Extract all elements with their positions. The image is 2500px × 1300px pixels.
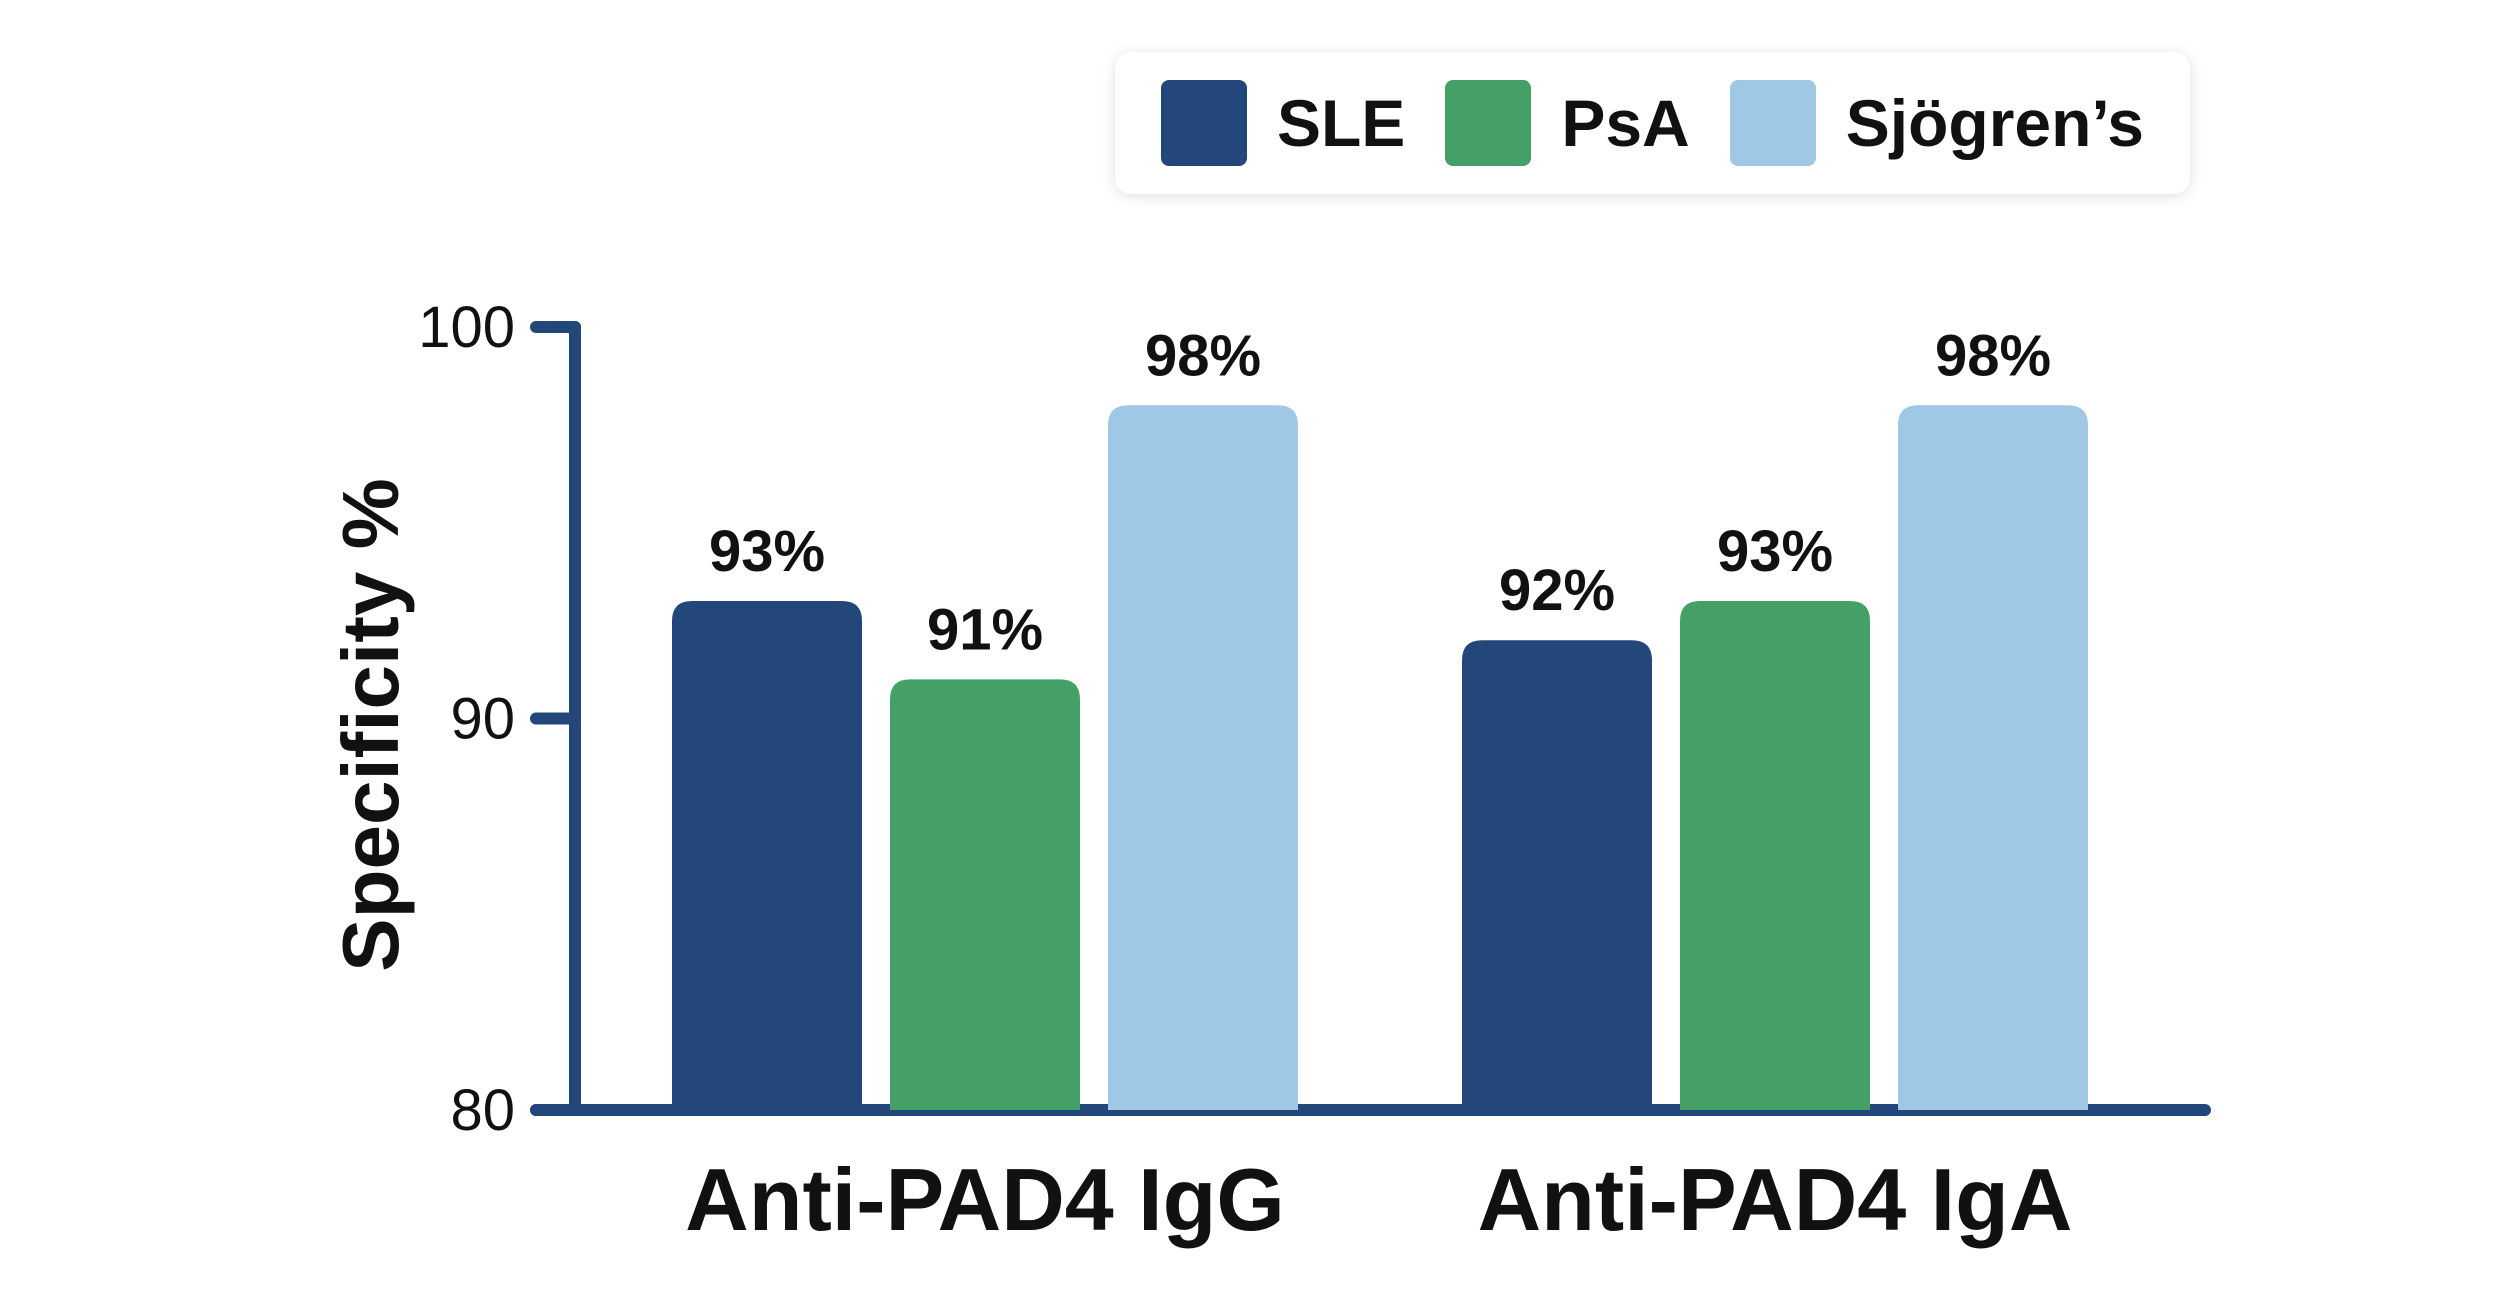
y-tick-label: 90: [450, 687, 515, 752]
legend-swatch: [1160, 80, 1247, 166]
bar-psa-2: [1680, 601, 1870, 1110]
bar-sle-1: [672, 601, 862, 1110]
bar-value-label: 92%: [1499, 558, 1615, 623]
legend-label: SLE: [1276, 86, 1406, 160]
legend-swatch: [1729, 80, 1816, 166]
bar-value-label: 93%: [1717, 519, 1833, 584]
legend-item: PsA: [1445, 80, 1690, 166]
legend-label: Sjögren’s: [1845, 86, 2145, 160]
bar-sle-2: [1462, 640, 1652, 1110]
bar-sjgrens-2: [1898, 405, 2088, 1110]
bar-value-label: 93%: [709, 519, 825, 584]
y-axis-label: Specificity %: [326, 478, 415, 972]
legend-item: Sjögren’s: [1729, 80, 2145, 166]
legend-swatch: [1445, 80, 1532, 166]
legend-item: SLE: [1160, 80, 1406, 166]
bar-value-label: 98%: [1145, 323, 1261, 388]
legend-label: PsA: [1561, 86, 1690, 160]
bar-psa-1: [890, 679, 1080, 1110]
x-category-label: Anti-PAD4 IgA: [1478, 1150, 2073, 1249]
y-tick-label: 80: [450, 1078, 515, 1143]
bar-value-label: 98%: [1935, 323, 2051, 388]
data-labels: 93% 91% 98% Anti-PAD4 IgG 92% 93% 98% Anti-PAD4…: [685, 323, 2072, 1249]
bar-value-label: 91%: [927, 597, 1043, 662]
bars: [672, 405, 2088, 1110]
x-category-label: Anti-PAD4 IgG: [685, 1150, 1285, 1249]
y-tick-label: 100: [418, 295, 515, 360]
legend: SLE PsA Sjögren’s: [1115, 52, 2190, 194]
bar-sjgrens-1: [1108, 405, 1298, 1110]
